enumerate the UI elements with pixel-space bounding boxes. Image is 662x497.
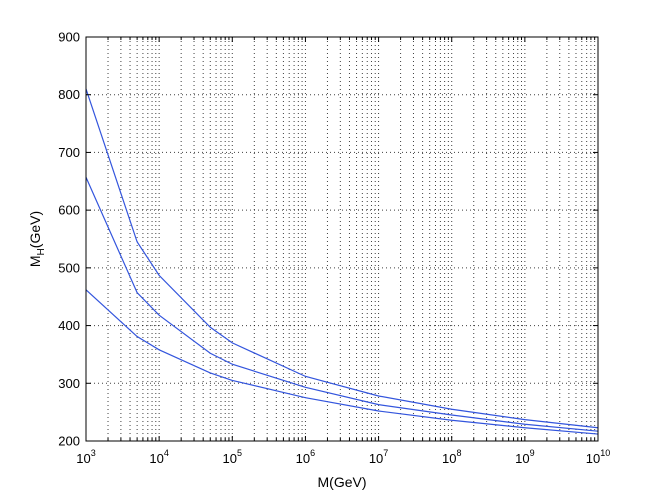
x-tick-label-base: 10 [586, 451, 600, 466]
x-tick-label-exponent: 7 [383, 448, 388, 458]
y-axis-label-subscript: H [36, 248, 47, 255]
x-tick-label-exponent: 10 [600, 448, 610, 458]
x-tick-label-base: 10 [296, 451, 310, 466]
series-line-1 [85, 88, 599, 429]
y-tick-label: 300 [58, 376, 80, 391]
x-tick-label-exponent: 3 [91, 448, 96, 458]
x-tick-label-exponent: 4 [164, 448, 169, 458]
y-tick-label: 200 [58, 434, 80, 449]
x-axis-tick-labels: 103 104 105 106 107 108 109 1010 [76, 448, 610, 466]
x-tick-label-exponent: 6 [310, 448, 315, 458]
y-tick-label: 500 [58, 260, 80, 275]
series-lines [85, 88, 599, 435]
y-tick-label: 600 [58, 203, 80, 218]
y-axis-label-main: M [27, 255, 43, 267]
axis-ticks [85, 36, 599, 442]
x-tick-label-exponent: 9 [530, 448, 535, 458]
series-line-3 [85, 289, 599, 435]
x-tick-label-exponent: 5 [237, 448, 242, 458]
y-tick-label: 800 [58, 87, 80, 102]
x-tick-label: 106 [296, 448, 315, 466]
y-axis-label-suffix: (GeV) [27, 211, 43, 248]
x-tick-label-base: 10 [442, 451, 456, 466]
x-axis-label: M(GeV) [318, 474, 367, 490]
y-axis-label: MH(GeV) [27, 211, 47, 267]
x-tick-label: 109 [515, 448, 534, 466]
y-tick-label: 400 [58, 318, 80, 333]
y-axis-tick-labels: 200 300 400 500 600 700 800 900 [58, 30, 80, 449]
x-tick-label: 108 [442, 448, 461, 466]
x-tick-label-base: 10 [369, 451, 383, 466]
x-tick-label: 107 [369, 448, 388, 466]
x-tick-label-exponent: 8 [456, 448, 461, 458]
x-tick-label-base: 10 [223, 451, 237, 466]
y-tick-label: 900 [58, 30, 80, 45]
plot-area-frame [85, 36, 599, 442]
x-tick-label: 1010 [586, 448, 610, 466]
x-tick-label-base: 10 [149, 451, 163, 466]
x-tick-label: 104 [149, 448, 168, 466]
grid-lines [86, 37, 598, 441]
x-tick-label-base: 10 [515, 451, 529, 466]
x-tick-label: 103 [76, 448, 95, 466]
x-tick-label: 105 [223, 448, 242, 466]
series-line-2 [85, 177, 599, 432]
y-tick-label: 700 [58, 145, 80, 160]
x-tick-label-base: 10 [76, 451, 90, 466]
